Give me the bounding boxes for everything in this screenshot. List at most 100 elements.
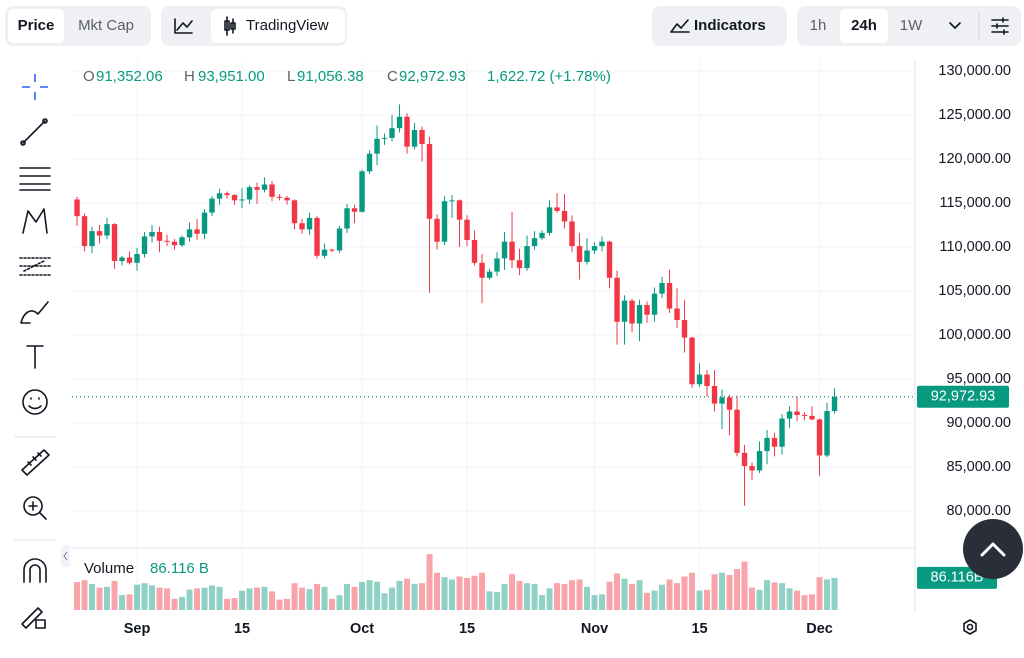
volume-bar bbox=[509, 574, 516, 610]
candle-body bbox=[134, 254, 140, 263]
candle-body bbox=[209, 198, 215, 213]
candle-body bbox=[411, 129, 418, 147]
ruler-tool[interactable] bbox=[21, 449, 50, 476]
indicators-label[interactable]: Indicators bbox=[694, 17, 766, 34]
candle-body bbox=[531, 238, 538, 247]
candle-body bbox=[809, 415, 815, 420]
candle-body bbox=[321, 249, 328, 256]
candle-body bbox=[164, 240, 170, 242]
candle-body bbox=[434, 218, 440, 242]
candle-body bbox=[651, 293, 658, 315]
candle-body bbox=[764, 437, 770, 452]
zoom-tool[interactable] bbox=[23, 496, 43, 516]
chart-settings-button[interactable] bbox=[991, 17, 1009, 35]
candle-body bbox=[344, 208, 350, 229]
candle-body bbox=[149, 232, 155, 237]
candle-body bbox=[156, 232, 163, 241]
interval-1h[interactable]: 1h bbox=[810, 17, 827, 34]
candle-body bbox=[734, 409, 740, 453]
brush-tool[interactable] bbox=[20, 301, 49, 324]
price-tab[interactable] bbox=[8, 9, 64, 43]
interval-24h[interactable]: 24h bbox=[851, 17, 877, 34]
axis-settings-dot bbox=[966, 623, 974, 631]
candle-body bbox=[374, 138, 380, 154]
volume-bar bbox=[749, 587, 756, 610]
volume-bar bbox=[666, 579, 673, 610]
y-tick-label: 80,000.00 bbox=[946, 503, 1011, 519]
line-chart-button[interactable] bbox=[174, 18, 193, 34]
interval-1w[interactable]: 1W bbox=[900, 17, 923, 34]
candle-body bbox=[569, 221, 575, 247]
volume-bar bbox=[554, 583, 561, 610]
fib-tool[interactable] bbox=[19, 167, 51, 191]
volume-bar bbox=[734, 569, 741, 610]
volume-pane bbox=[74, 554, 838, 610]
emoji-tool[interactable] bbox=[22, 389, 48, 415]
volume-bar bbox=[404, 578, 411, 610]
line-chart-icon bbox=[174, 18, 193, 34]
tradingview-tab[interactable] bbox=[211, 9, 345, 43]
volume-bar bbox=[201, 587, 208, 610]
volume-bar bbox=[471, 575, 478, 610]
candle-body bbox=[194, 229, 200, 234]
interval-dropdown[interactable] bbox=[949, 22, 961, 29]
volume-bar bbox=[314, 583, 321, 610]
candle-body bbox=[771, 437, 778, 447]
volume-bar bbox=[516, 580, 523, 610]
volume-bar bbox=[284, 598, 291, 610]
candle-body bbox=[524, 246, 530, 269]
volume-bar bbox=[614, 573, 621, 610]
tradingview-tab-label[interactable]: TradingView bbox=[246, 17, 329, 34]
price-tab-label[interactable]: Price bbox=[18, 17, 55, 34]
candle-body bbox=[629, 300, 635, 324]
volume-bar bbox=[584, 586, 591, 610]
candle-body bbox=[621, 300, 628, 322]
candle-body bbox=[516, 260, 523, 269]
ohlc-legend: O 91,352.06 H 93,951.00 L 91,056.38 C 92… bbox=[83, 68, 611, 85]
candle-body bbox=[306, 217, 313, 230]
candle-body bbox=[254, 187, 260, 190]
magnet-tool[interactable] bbox=[23, 558, 47, 583]
lock-drawings-tool[interactable] bbox=[21, 607, 46, 629]
candle-body bbox=[494, 258, 500, 272]
open-label: O bbox=[83, 68, 95, 85]
trend-line-tool[interactable] bbox=[22, 120, 46, 144]
text-tool[interactable] bbox=[26, 345, 44, 369]
candle-body bbox=[486, 271, 493, 278]
candle-body bbox=[704, 374, 710, 386]
candle-body bbox=[471, 239, 478, 263]
candle-body bbox=[104, 224, 110, 236]
volume-bar bbox=[216, 586, 223, 610]
candle-body bbox=[179, 237, 185, 246]
indicators-button[interactable] bbox=[652, 6, 787, 46]
x-tick-label: Dec bbox=[806, 621, 833, 637]
candle-body bbox=[644, 305, 650, 315]
volume-bar bbox=[321, 586, 328, 610]
candle-body bbox=[794, 411, 800, 416]
volume-legend-value: 86.116 B bbox=[150, 560, 209, 577]
y-tick-label: 120,000.00 bbox=[938, 151, 1011, 167]
volume-bar bbox=[134, 584, 141, 610]
prediction-tool[interactable] bbox=[19, 257, 51, 276]
candle-body bbox=[681, 319, 688, 338]
candle-body bbox=[426, 144, 433, 219]
indicators-icon bbox=[670, 19, 690, 33]
interval-24h-tab[interactable] bbox=[840, 9, 888, 43]
scroll-to-latest-button[interactable] bbox=[963, 519, 1023, 579]
candle-body bbox=[351, 208, 358, 212]
pattern-tool[interactable] bbox=[22, 208, 48, 234]
candle-body bbox=[711, 385, 718, 404]
y-tick-label: 95,000.00 bbox=[946, 371, 1011, 387]
toolbar-collapse-handle[interactable] bbox=[61, 545, 70, 567]
candle-body bbox=[329, 249, 335, 251]
crosshair-tool[interactable] bbox=[22, 74, 48, 100]
axis-settings-button[interactable] bbox=[963, 619, 977, 635]
volume-bar bbox=[741, 561, 748, 610]
mkt-cap-tab[interactable]: Mkt Cap bbox=[78, 17, 134, 34]
candle-body bbox=[464, 219, 470, 240]
volume-bar bbox=[389, 587, 396, 610]
candle-body bbox=[186, 229, 193, 238]
x-tick-label: 15 bbox=[234, 621, 250, 637]
trend-line-handle bbox=[20, 140, 26, 146]
low-value: 91,056.38 bbox=[297, 68, 364, 85]
